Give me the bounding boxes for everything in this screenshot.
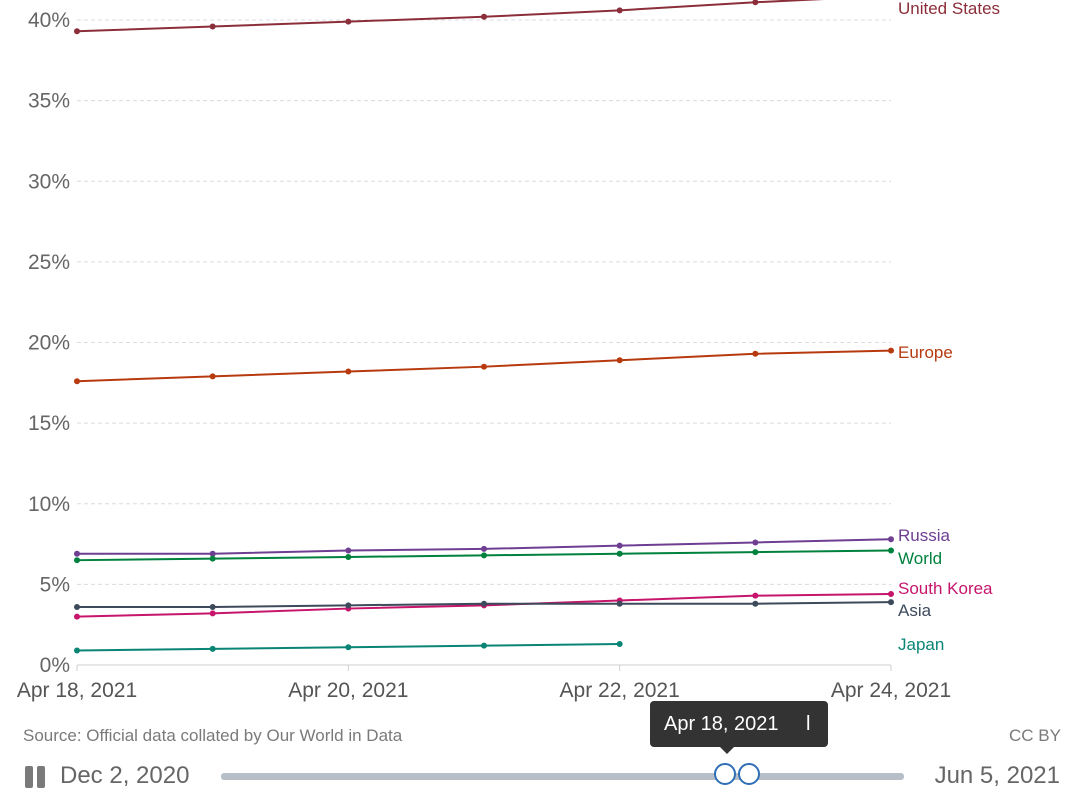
data-point-russia bbox=[888, 536, 894, 543]
data-point-asia bbox=[752, 600, 759, 607]
y-tick-label: 0% bbox=[40, 654, 70, 677]
data-point-asia bbox=[209, 603, 216, 610]
data-point-united-states bbox=[616, 7, 623, 14]
data-point-asia bbox=[345, 602, 352, 609]
timeline-end-handle[interactable] bbox=[738, 763, 760, 785]
data-point-south-korea bbox=[74, 613, 80, 620]
data-point-world bbox=[209, 555, 216, 562]
data-point-russia bbox=[74, 550, 80, 557]
data-point-europe bbox=[481, 363, 487, 370]
data-point-asia bbox=[481, 600, 487, 607]
y-tick-label: 35% bbox=[28, 90, 70, 113]
data-point-south-korea bbox=[752, 592, 759, 599]
pause-icon-bar-left bbox=[25, 766, 33, 788]
y-tick-label: 30% bbox=[28, 170, 70, 193]
x-tick-label: Apr 24, 2021 bbox=[831, 679, 951, 702]
timeline-start-date: Dec 2, 2020 bbox=[60, 762, 190, 789]
series-label-russia: Russia bbox=[898, 526, 951, 545]
data-point-world bbox=[888, 547, 894, 554]
data-point-japan bbox=[345, 644, 352, 651]
y-tick-label: 25% bbox=[28, 251, 70, 274]
series-label-world: World bbox=[898, 549, 942, 568]
data-point-world bbox=[481, 552, 487, 559]
x-axis-labels: Apr 18, 2021 Apr 20, 2021 Apr 22, 2021 Apr … bbox=[17, 665, 951, 702]
data-point-world bbox=[345, 553, 352, 560]
series-label-united-states: United States bbox=[898, 0, 1000, 18]
data-point-europe bbox=[74, 378, 80, 385]
data-point-europe bbox=[888, 347, 894, 354]
pause-icon-bar-right bbox=[37, 766, 45, 788]
x-tick-label: Apr 22, 2021 bbox=[560, 679, 680, 702]
series-label-asia: Asia bbox=[898, 601, 932, 620]
grid-layer bbox=[77, 19, 891, 666]
data-point-south-korea bbox=[209, 610, 216, 617]
pause-button[interactable] bbox=[25, 766, 47, 788]
y-tick-label: 10% bbox=[28, 493, 70, 516]
timeline-tooltip: Apr 18, 2021 l bbox=[650, 701, 828, 747]
data-point-russia bbox=[752, 539, 759, 546]
data-point-south-korea bbox=[888, 591, 894, 598]
data-point-russia bbox=[481, 545, 487, 552]
y-axis-labels: 0% 5% 10% 15% 20% 25% 30% 35% 40% bbox=[28, 9, 70, 677]
timeline-start-handle[interactable] bbox=[714, 763, 736, 785]
y-tick-label: 40% bbox=[28, 9, 70, 32]
data-point-japan bbox=[616, 641, 623, 648]
y-tick-label: 5% bbox=[40, 573, 70, 596]
x-tick-label: Apr 18, 2021 bbox=[17, 679, 137, 702]
data-point-japan bbox=[74, 647, 80, 654]
y-tick-label: 20% bbox=[28, 332, 70, 355]
data-point-united-states bbox=[752, 0, 759, 6]
license-link[interactable]: CC BY bbox=[1009, 726, 1061, 745]
data-point-united-states bbox=[481, 13, 487, 20]
tooltip-extra: l bbox=[806, 713, 811, 735]
data-point-russia bbox=[209, 550, 216, 557]
data-point-united-states bbox=[345, 18, 352, 25]
data-point-europe bbox=[345, 368, 352, 375]
data-point-united-states bbox=[74, 28, 80, 35]
data-point-japan bbox=[209, 645, 216, 652]
data-point-world bbox=[616, 550, 623, 557]
series-labels: United States Europe Russia World South Kore… bbox=[898, 0, 1000, 654]
timeline-slider: Dec 2, 2020 Jun 5, 2021 bbox=[0, 752, 1075, 793]
series-label-south-korea: South Korea bbox=[898, 579, 993, 598]
source-note: Source: Official data collated by Our Wo… bbox=[23, 726, 403, 745]
x-tick-label: Apr 20, 2021 bbox=[288, 679, 408, 702]
series-label-japan: Japan bbox=[898, 635, 944, 654]
data-point-russia bbox=[616, 542, 623, 549]
line-chart: 0%5%10%15%20%25%30%35%40% Apr 18, 2021 Ap… bbox=[17, 0, 1000, 702]
timeline-track[interactable] bbox=[221, 773, 904, 780]
data-point-europe bbox=[752, 350, 759, 357]
timeline-end-date: Jun 5, 2021 bbox=[934, 762, 1060, 789]
data-point-asia bbox=[616, 600, 623, 607]
data-point-united-states bbox=[209, 23, 216, 30]
data-point-russia bbox=[345, 547, 352, 554]
tooltip-arrow bbox=[720, 747, 734, 754]
data-point-europe bbox=[616, 357, 623, 364]
data-point-asia bbox=[888, 599, 894, 606]
series-label-europe: Europe bbox=[898, 343, 953, 362]
data-point-europe bbox=[209, 373, 216, 380]
series-layer bbox=[74, 0, 894, 654]
data-point-world bbox=[74, 557, 80, 564]
data-point-world bbox=[752, 549, 759, 556]
y-tick-label: 15% bbox=[28, 412, 70, 435]
data-point-asia bbox=[74, 603, 80, 610]
data-point-japan bbox=[481, 642, 487, 649]
tooltip-date: Apr 18, 2021 bbox=[664, 713, 779, 735]
